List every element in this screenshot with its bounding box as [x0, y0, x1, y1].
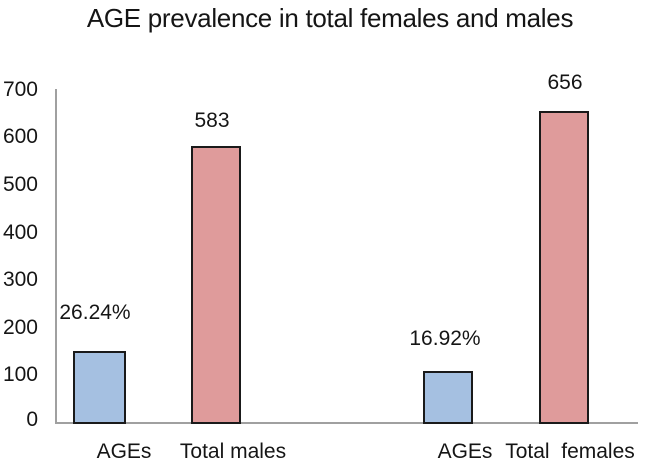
bar-total-females [539, 111, 589, 424]
bar-ages-males [73, 351, 126, 424]
bar-ages-females [423, 371, 473, 424]
x-label-ages-females: AGEs [437, 440, 493, 463]
bar-total-males [191, 146, 241, 424]
x-label-total-males: Total males [179, 440, 287, 463]
chart-title: AGE prevalence in total females and male… [86, 3, 574, 33]
y-tick-200: 200 [2, 316, 38, 339]
y-axis-line [55, 89, 57, 424]
y-tick-0: 0 [26, 408, 38, 431]
y-tick-700: 700 [2, 78, 38, 101]
y-tick-600: 600 [2, 125, 38, 148]
y-tick-500: 500 [2, 173, 38, 196]
x-axis-line [55, 422, 638, 424]
data-label-total-females: 656 [547, 71, 583, 94]
x-label-total-females: Total females [505, 440, 635, 463]
y-tick-100: 100 [2, 363, 38, 386]
x-label-ages-males: AGEs [96, 440, 152, 463]
y-tick-300: 300 [2, 268, 38, 291]
data-label-ages-males-pct: 26.24% [59, 301, 131, 324]
y-tick-400: 400 [2, 221, 38, 244]
data-label-ages-females-pct: 16.92% [409, 327, 481, 350]
data-label-total-males: 583 [194, 109, 230, 132]
